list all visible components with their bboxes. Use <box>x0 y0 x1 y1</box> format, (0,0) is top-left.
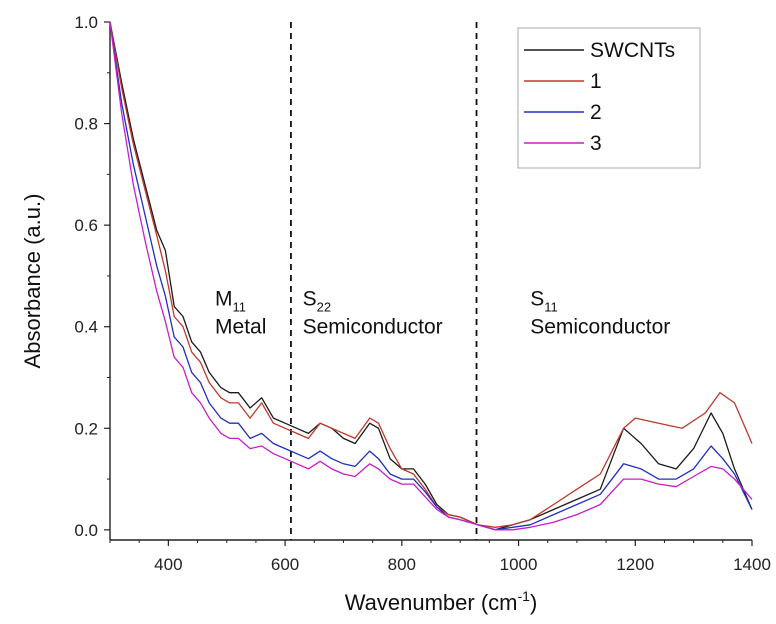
x-tick-label: 600 <box>271 555 299 574</box>
annotation-label: S11 <box>530 287 558 314</box>
series-line-2 <box>109 21 753 531</box>
y-axis-title: Absorbance (a.u.) <box>20 194 45 369</box>
x-tick-label: 1400 <box>733 555 771 574</box>
x-tick-label: 1000 <box>500 555 538 574</box>
axes: 0.0 0.2 0.4 0.6 0.8 1.0 400 600 800 1000 1200 1400 <box>74 13 771 574</box>
series-line-3 <box>109 21 753 531</box>
legend-box <box>517 27 701 169</box>
y-tick-label: 0.2 <box>74 419 98 438</box>
x-tick-label: 1200 <box>616 555 654 574</box>
legend: SWCNTs 1 2 3 <box>517 27 701 169</box>
y-tick-label: 0.8 <box>74 115 98 134</box>
series-layer <box>109 21 753 531</box>
y-tick-label: 1.0 <box>74 13 98 32</box>
y-tick-label: 0.6 <box>74 216 98 235</box>
legend-label: 2 <box>590 101 602 124</box>
y-tick-label: 0.0 <box>74 521 98 540</box>
x-axis-title: Wavenumber (cm-1) <box>345 588 538 615</box>
annotation-text: Metal <box>215 315 266 338</box>
x-tick-label: 800 <box>388 555 416 574</box>
y-tick-label: 0.4 <box>74 318 98 337</box>
legend-label: 1 <box>590 70 602 93</box>
x-tick-label: 400 <box>154 555 182 574</box>
annotation-text: Semiconductor <box>303 315 443 338</box>
legend-label: SWCNTs <box>590 39 675 62</box>
legend-label: 3 <box>590 132 602 155</box>
annotation-label: S22 <box>303 287 331 314</box>
annotation-label: M11 <box>215 287 246 314</box>
series-line-1 <box>109 21 753 528</box>
annotation-text: Semiconductor <box>530 315 670 338</box>
region-dividers <box>290 22 478 540</box>
